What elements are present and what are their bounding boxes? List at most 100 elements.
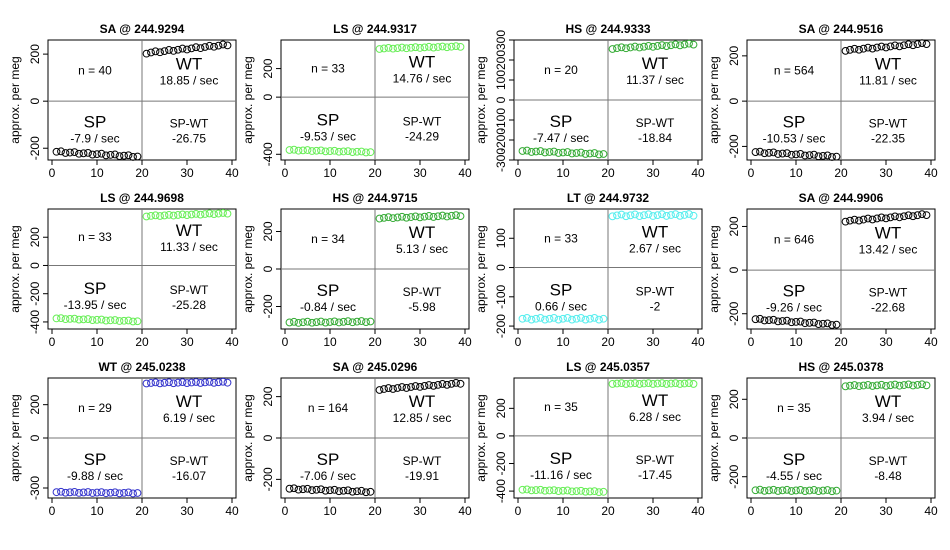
y-axis-label: approx. per meg: [8, 225, 22, 312]
x-tick-label: 0: [515, 504, 522, 518]
y-axis-label: approx. per meg: [241, 394, 255, 481]
x-tick-label: 10: [323, 335, 337, 349]
sp-data-point: [527, 486, 536, 495]
data-points: [518, 210, 698, 324]
sp-data-point: [796, 317, 805, 326]
y-axis-label: approx. per meg: [8, 394, 22, 481]
sp-data-point: [348, 318, 357, 327]
sp-wt-value: -8.48: [874, 469, 902, 483]
wt-data-point: [922, 211, 931, 220]
sp-data-point: [778, 317, 787, 325]
wt-data-point: [169, 211, 178, 220]
sp-data-point: [559, 486, 567, 495]
wt-data-point: [640, 379, 648, 388]
sp-data-point: [554, 149, 563, 157]
sp-data-point: [366, 148, 375, 157]
sample-count: n = 35: [544, 400, 578, 414]
wt-data-point: [882, 43, 890, 52]
wt-data-point: [846, 45, 854, 54]
wt-data-point: [174, 211, 182, 219]
wt-data-point: [398, 212, 406, 221]
sp-data-point: [61, 488, 70, 497]
sp-data-point: [563, 148, 572, 156]
sp-data-point: [527, 148, 536, 156]
wt-data-point: [622, 44, 630, 53]
sp-data-point: [111, 150, 119, 159]
sp-data-point: [321, 147, 330, 156]
wt-data-point: [416, 213, 424, 222]
sp-data-point: [335, 147, 343, 156]
wt-data-point: [192, 210, 200, 218]
sp-wt-value: -19.91: [405, 469, 439, 483]
sp-data-point: [572, 314, 581, 323]
wt-data-point: [685, 39, 693, 48]
sp-data-point: [783, 485, 791, 494]
wt-data-point: [640, 42, 648, 51]
sp-data-point: [801, 487, 809, 495]
sp-rate: -4.55 / sec: [766, 469, 822, 483]
wt-data-point: [622, 380, 630, 388]
panel-title: SA @ 244.9906: [799, 191, 884, 205]
wt-data-point: [864, 380, 872, 389]
wt-data-point: [873, 43, 881, 52]
sp-data-point: [751, 148, 760, 156]
sp-data-point: [760, 486, 769, 495]
sp-data-point: [57, 487, 65, 496]
wt-label: WT: [875, 392, 901, 411]
sp-data-point: [102, 151, 110, 160]
y-tick-label: 200: [494, 50, 508, 70]
wt-data-point: [676, 380, 684, 388]
sp-data-point: [796, 150, 805, 158]
panel-3: HS @ 244.9333 approx. per meg 0 10 20 30 40 -30…: [474, 22, 705, 180]
sp-data-point: [97, 149, 106, 158]
sp-data-point: [523, 146, 531, 155]
wt-data-point: [192, 378, 200, 386]
wt-data-point: [613, 211, 621, 220]
sp-data-point: [52, 314, 61, 323]
wt-data-point: [142, 379, 151, 388]
sp-data-point: [290, 145, 298, 154]
x-tick-label: 30: [180, 504, 194, 518]
x-tick-label: 30: [413, 335, 427, 349]
wt-data-point: [689, 380, 698, 388]
sp-data-point: [778, 149, 787, 158]
wt-data-point: [886, 213, 895, 222]
sp-data-point: [61, 149, 70, 157]
wt-data-point: [452, 211, 460, 220]
sample-count: n = 34: [311, 232, 345, 246]
wt-data-point: [891, 212, 899, 221]
x-tick-label: 20: [601, 166, 615, 180]
sp-data-point: [124, 488, 133, 497]
sp-data-point: [106, 316, 115, 325]
sample-count: n = 33: [311, 62, 345, 76]
x-tick-label: 30: [180, 335, 194, 349]
wt-data-point: [407, 213, 415, 221]
sp-data-point: [518, 314, 527, 323]
wt-rate: 14.76 / sec: [393, 72, 452, 86]
wt-data-point: [178, 210, 187, 219]
wt-data-point: [658, 379, 666, 388]
sp-data-point: [330, 485, 339, 494]
sp-data-point: [823, 486, 832, 494]
panel-2: LS @ 244.9317 approx. per meg 0 10 20 30 40 -40…: [241, 22, 472, 180]
wt-data-point: [447, 211, 456, 220]
sp-data-point: [760, 316, 769, 325]
wt-data-point: [841, 217, 850, 226]
sp-data-point: [787, 150, 796, 159]
panel-title: LS @ 244.9317: [333, 22, 417, 36]
wt-data-point: [196, 379, 205, 387]
wt-label: WT: [409, 53, 435, 72]
x-tick-label: 0: [49, 166, 56, 180]
sp-data-point: [115, 489, 124, 498]
sp-label: SP: [550, 280, 573, 299]
sp-data-point: [568, 149, 576, 158]
wt-data-point: [689, 211, 698, 220]
y-tick-label: 0: [727, 97, 741, 104]
y-tick-label: -400: [261, 142, 275, 166]
sp-data-point: [819, 319, 827, 328]
wt-data-point: [434, 212, 442, 221]
wt-data-point: [868, 44, 877, 53]
wt-data-point: [169, 379, 178, 388]
wt-data-point: [667, 379, 675, 388]
sp-data-point: [52, 488, 61, 497]
